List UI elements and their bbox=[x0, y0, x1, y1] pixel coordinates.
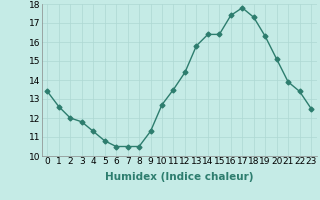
X-axis label: Humidex (Indice chaleur): Humidex (Indice chaleur) bbox=[105, 172, 253, 182]
